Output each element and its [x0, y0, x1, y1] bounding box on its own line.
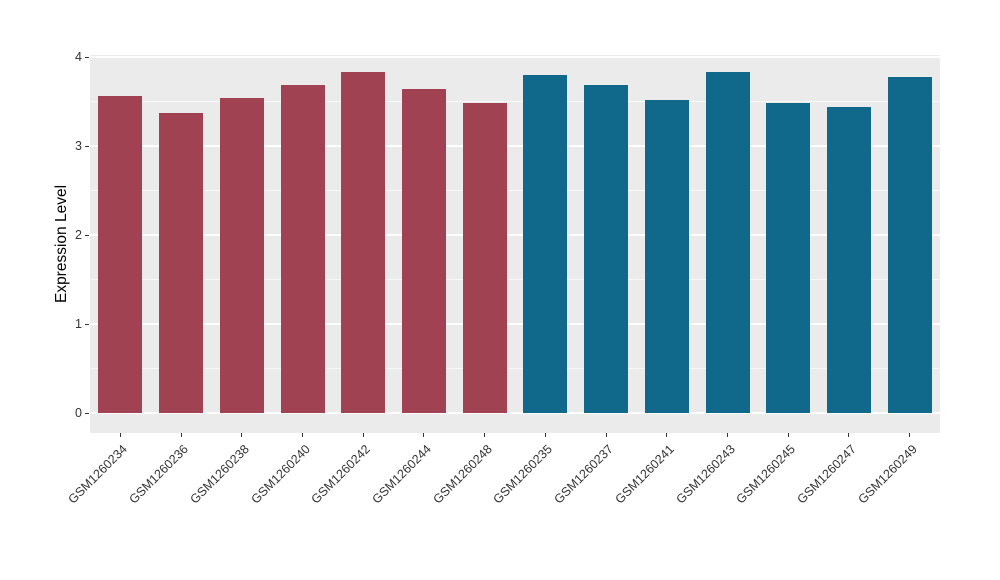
y-tick-mark: [85, 412, 89, 414]
y-tick-mark: [85, 323, 89, 325]
gridline-major: [90, 56, 940, 58]
bar: [887, 76, 932, 413]
x-tick-mark: [666, 433, 668, 437]
x-tick-label: GSM1260245: [733, 442, 799, 507]
x-tick-label: GSM1260247: [794, 442, 859, 507]
bar: [159, 113, 204, 413]
x-tick-label: GSM1260249: [855, 442, 920, 507]
x-tick-label: GSM1260234: [65, 442, 131, 507]
gridline-minor: [90, 368, 940, 369]
x-tick-mark: [241, 433, 243, 437]
bar: [219, 97, 264, 413]
x-tick-mark: [848, 433, 850, 437]
x-tick-label: GSM1260238: [187, 442, 252, 507]
y-axis-title: Expression Level: [53, 184, 70, 304]
x-tick-mark: [302, 433, 303, 437]
x-tick-label: GSM1260236: [126, 442, 191, 507]
gridline-major: [90, 323, 940, 325]
x-tick-mark: [423, 433, 425, 437]
plot-panel: [90, 55, 940, 433]
bar: [462, 103, 507, 413]
x-tick-label: GSM1260240: [247, 442, 313, 507]
y-tick-label: 3: [75, 139, 82, 153]
x-tick-label: GSM1260235: [490, 442, 556, 507]
bar: [98, 96, 143, 413]
x-tick-label: GSM1260244: [369, 442, 434, 507]
x-tick-label: GSM1260237: [551, 442, 616, 507]
gridline-major: [90, 234, 940, 236]
x-tick-label: GSM1260241: [612, 442, 677, 507]
y-tick-label: 4: [75, 50, 82, 64]
gridline-minor: [90, 101, 940, 102]
x-tick-mark: [727, 433, 728, 437]
y-tick-label: 1: [75, 317, 82, 331]
y-tick-mark: [85, 145, 89, 147]
x-tick-mark: [119, 433, 121, 437]
gridline-major: [90, 412, 940, 414]
y-tick-mark: [85, 56, 89, 58]
x-tick-mark: [544, 433, 546, 437]
x-tick-mark: [180, 433, 182, 437]
y-tick-mark: [85, 234, 89, 236]
bar: [705, 72, 750, 413]
bar: [401, 89, 446, 413]
x-tick-mark: [787, 433, 789, 437]
x-tick-mark: [605, 433, 607, 437]
bar: [644, 99, 689, 413]
x-tick-label: GSM1260248: [430, 442, 495, 507]
bar: [766, 103, 811, 413]
gridline-major: [90, 145, 940, 147]
x-tick-mark: [909, 433, 911, 437]
bar: [826, 106, 871, 413]
x-tick-mark: [362, 433, 364, 437]
x-tick-label: GSM1260242: [308, 442, 374, 507]
x-tick-mark: [484, 433, 486, 437]
gridline-minor: [90, 190, 940, 191]
bar: [341, 72, 386, 413]
bar: [523, 74, 568, 413]
bar: [280, 85, 325, 413]
gridline-minor: [90, 279, 940, 280]
y-tick-label: 0: [75, 406, 82, 420]
bar: [584, 84, 629, 413]
y-tick-label: 2: [75, 228, 82, 242]
x-tick-label: GSM1260243: [672, 442, 738, 507]
